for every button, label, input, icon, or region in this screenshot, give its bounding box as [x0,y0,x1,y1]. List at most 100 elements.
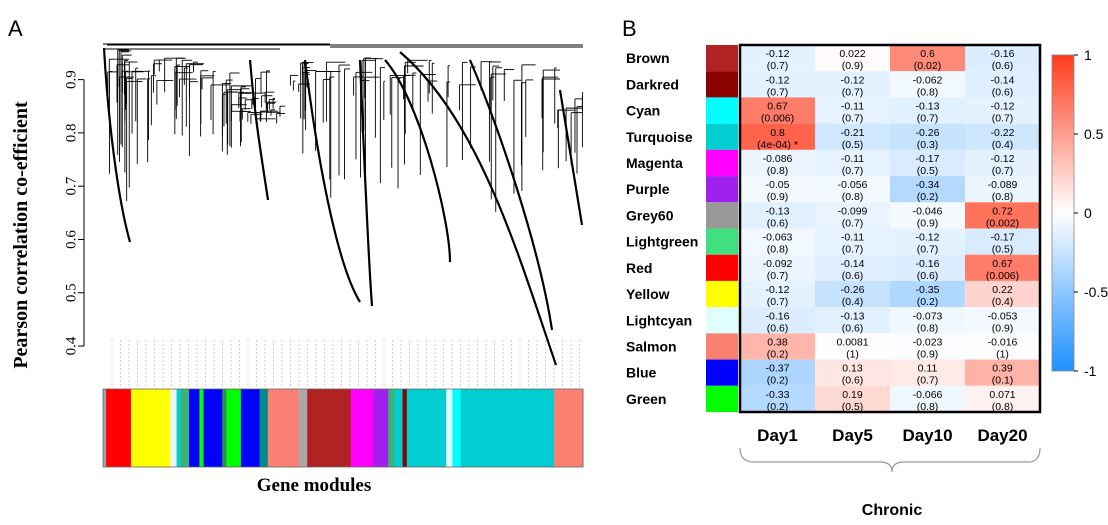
module-color-segment [189,389,200,467]
cell-pvalue: (0.7) [767,60,789,72]
module-swatch [706,385,738,412]
cell-pvalue: (0.9) [767,191,789,203]
heatmap-cell [965,45,1040,72]
cell-correlation: -0.17 [916,153,940,165]
column-label: Day20 [977,426,1027,445]
module-color-segment [170,389,178,467]
cell-correlation: 0.8 [770,127,785,139]
cell-pvalue: (0.2) [917,296,939,308]
heatmap-cell [965,71,1040,98]
cell-pvalue: (0.7) [992,113,1014,125]
cell-correlation: -0.12 [841,74,865,86]
row-label: Magenta [626,155,683,171]
heatmap-cell [890,333,965,360]
heatmap-cell [815,176,890,203]
cell-pvalue: (0.2) [767,375,789,387]
module-color-segment [307,389,352,467]
cell-pvalue: (0.8) [992,401,1014,413]
module-color-segment [222,389,227,467]
cell-pvalue: (0.9) [992,322,1014,334]
cell-correlation: -0.11 [841,101,864,113]
cell-correlation: -0.063 [763,232,793,244]
cell-correlation: -0.089 [988,179,1018,191]
cell-correlation: -0.092 [763,258,793,270]
y-tick-label: 0.8 [63,124,79,143]
heatmap-cell [965,280,1040,308]
colorbar-gradient [1051,54,1075,372]
cell-correlation: -0.13 [916,101,940,113]
cell-pvalue: (0.8) [917,322,939,334]
heatmap-cell [740,228,815,255]
module-color-segment [394,389,404,467]
module-swatch [706,176,738,203]
heatmap-cell [890,359,965,386]
module-swatch [706,254,738,281]
heatmap-cell [965,202,1040,229]
heatmap-cell [815,307,890,334]
cell-pvalue: (1) [996,348,1009,360]
cell-pvalue: (0.7) [842,165,864,177]
column-label: Day10 [902,426,952,445]
module-color-segment [446,389,453,467]
row-label: Grey60 [626,207,674,223]
y-tick-label: 0.6 [63,230,79,249]
cell-pvalue: (0.2) [767,348,789,360]
heatmap-cell [740,123,815,150]
cell-pvalue: (0.6) [842,322,864,334]
cell-correlation: -0.16 [991,48,1015,60]
heatmap-cell [815,45,890,72]
panel-b-letter: B [622,16,637,41]
heatmap-cell [815,385,890,412]
colorbar-tick-label: -1 [1084,363,1097,379]
column-label: Day5 [832,426,873,445]
dendrogram-leaf-guides [111,340,580,388]
cell-correlation: -0.073 [913,310,943,322]
dendrogram-y-axis: 0.4 0.5 0.6 0.7 0.8 0.9 [63,70,85,355]
heatmap-cell [965,307,1040,334]
colorbar-tick-label: 1 [1084,47,1092,63]
heatmap-cell [740,149,815,177]
cell-correlation: 0.11 [918,363,938,375]
cell-correlation: 0.22 [992,284,1013,296]
cell-correlation: -0.16 [766,310,790,322]
module-color-segment [203,389,223,467]
cell-pvalue: (0.6) [992,60,1014,72]
module-color-segment [240,389,261,467]
row-label: Darkred [626,76,679,92]
panel-a-letter: A [8,16,23,41]
heatmap-cell [815,280,890,308]
cell-correlation: -0.12 [916,232,940,244]
color-bar-border [102,388,584,468]
cell-pvalue: (0.2) [767,401,789,413]
module-color-segment [176,389,182,467]
module-color-segment [553,389,584,467]
cell-pvalue: (0.8) [917,86,939,98]
cell-pvalue: (0.8) [842,191,864,203]
heatmap-cell [740,254,815,281]
y-tick-label: 0.9 [63,70,79,89]
branch-line [384,59,452,263]
cell-correlation: 0.72 [992,205,1013,217]
row-label: Red [626,260,652,276]
branch-line [102,47,132,243]
row-label: Purple [626,181,670,197]
branch-line [558,89,584,226]
heatmap-cells: -0.12(0.7)0.022(0.9)0.6(0.02)-0.16(0.6)-… [740,45,1040,413]
cell-pvalue: (0.7) [917,375,939,387]
cell-correlation: -0.35 [916,284,940,296]
y-tick-label: 0.4 [63,336,79,355]
row-label: Green [626,391,666,407]
group-label: Chronic [862,502,923,519]
module-color-segment [180,389,190,467]
module-swatch [706,307,738,334]
cell-correlation: -0.12 [766,48,790,60]
module-swatch [706,123,738,150]
module-color-segment [130,389,171,467]
cell-correlation: -0.056 [838,179,868,191]
module-swatch [706,333,738,360]
module-swatch [706,202,738,229]
branch-line [248,59,270,201]
cell-correlation: 0.071 [989,389,1015,401]
heatmap-cell [890,123,965,150]
cell-pvalue: (0.6) [917,270,939,282]
